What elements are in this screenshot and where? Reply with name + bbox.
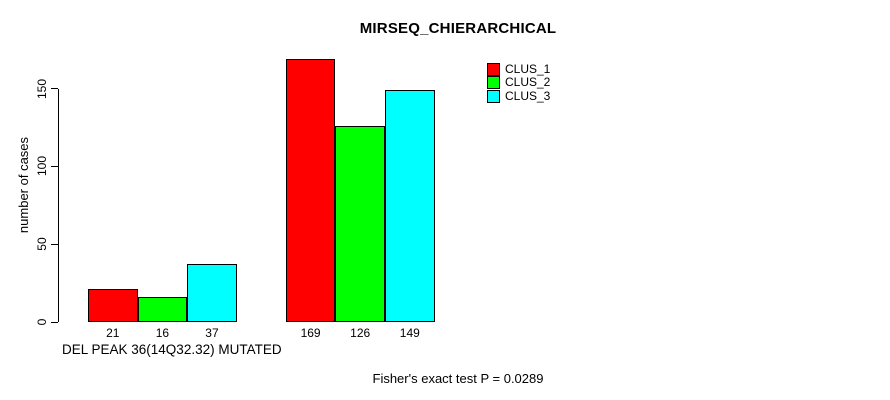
legend-label: CLUS_1 [505, 62, 551, 77]
legend-item-clus_2: CLUS_2 [487, 75, 551, 90]
fisher-test-note: Fisher's exact test P = 0.0289 [372, 371, 544, 386]
bar-value-label: 21 [106, 326, 120, 340]
bar-value-label: 16 [155, 326, 170, 340]
y-tick-label: 50 [35, 237, 49, 251]
y-tick-label: 100 [35, 156, 49, 177]
y-axis-line [58, 88, 59, 322]
legend-swatch-clus_1 [487, 63, 500, 77]
bar-clus_1-group1 [88, 289, 138, 322]
bar-clus_2-group2 [335, 125, 385, 322]
legend-label: CLUS_2 [505, 75, 551, 90]
legend-label: CLUS_3 [505, 88, 551, 103]
y-tick [51, 243, 58, 245]
y-tick-label: 150 [35, 78, 49, 99]
chart-title: MIRSEQ_CHIERARCHICAL [359, 20, 557, 37]
y-tick [51, 165, 58, 167]
legend-swatch-clus_3 [487, 89, 500, 103]
y-tick [51, 321, 58, 323]
legend-swatch-clus_2 [487, 76, 500, 90]
legend-item-clus_3: CLUS_3 [487, 88, 551, 103]
legend-item-clus_1: CLUS_1 [487, 62, 551, 77]
x-axis-label: DEL PEAK 36(14Q32.32) MUTATED [62, 342, 282, 357]
bar-clus_3-group1 [187, 264, 237, 322]
bar-clus_3-group2 [385, 90, 435, 322]
bar-clus_2-group1 [137, 297, 188, 322]
bar-value-label: 149 [399, 326, 420, 340]
y-tick [51, 88, 58, 90]
bar-value-label: 169 [300, 326, 321, 340]
bar-value-label: 126 [350, 326, 371, 340]
legend: CLUS_1 CLUS_2 CLUS_3 [487, 63, 550, 103]
bar-clus_1-group2 [285, 59, 336, 322]
y-tick-label: 0 [35, 318, 49, 326]
bar-value-label: 37 [205, 326, 219, 340]
